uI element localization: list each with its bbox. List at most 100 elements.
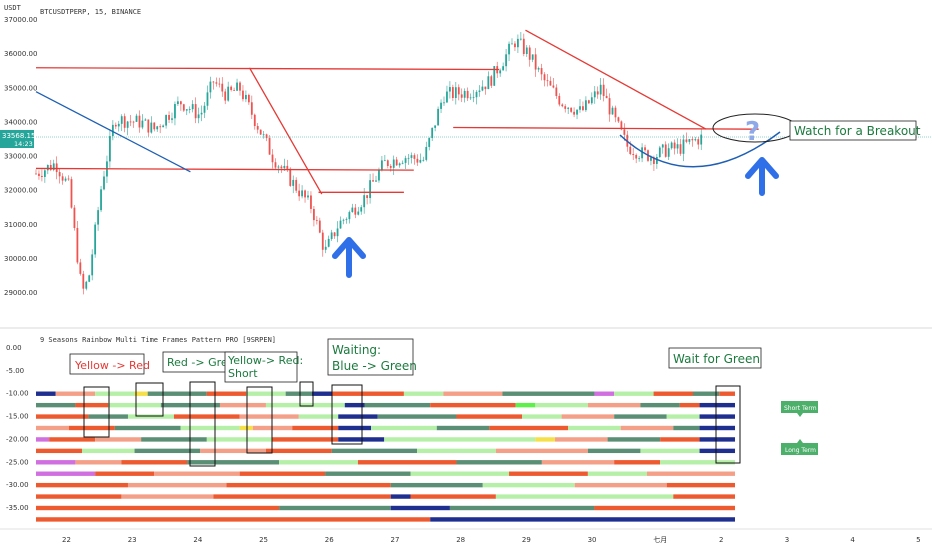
pattern-box bbox=[189, 381, 216, 467]
rainbow-segment bbox=[331, 448, 418, 454]
candle-body bbox=[247, 94, 250, 103]
rainbow-segment bbox=[384, 437, 536, 442]
candle-body bbox=[650, 157, 652, 161]
candle-body bbox=[268, 138, 271, 155]
candle-body bbox=[94, 224, 97, 255]
trendline bbox=[35, 67, 500, 71]
candle-body bbox=[493, 66, 496, 86]
candle-body bbox=[283, 165, 286, 169]
candle-body bbox=[144, 119, 147, 121]
rainbow-segment bbox=[36, 437, 50, 442]
candle-body bbox=[129, 121, 132, 123]
rainbow-segment bbox=[574, 482, 667, 488]
candle-body bbox=[366, 195, 369, 199]
candle-body bbox=[117, 123, 120, 127]
candle-body bbox=[602, 84, 605, 96]
candle-body bbox=[245, 94, 247, 100]
rainbow-segment bbox=[377, 414, 457, 419]
x-tick-label: 5 bbox=[916, 536, 920, 544]
candle-body bbox=[369, 180, 371, 199]
rainbow-segment bbox=[666, 482, 735, 488]
candle-body bbox=[679, 144, 682, 154]
candle-body bbox=[67, 178, 70, 180]
rainbow-segment bbox=[75, 460, 122, 465]
candle-body bbox=[188, 109, 191, 110]
candle-body bbox=[271, 154, 274, 163]
indicator-tick-label: -35.00 bbox=[6, 504, 29, 512]
candle-body bbox=[253, 114, 256, 127]
candle-body bbox=[454, 87, 457, 99]
candle-body bbox=[114, 124, 117, 127]
x-tick-label: 4 bbox=[850, 536, 855, 544]
candle-body bbox=[70, 179, 73, 208]
candle-body bbox=[635, 154, 638, 159]
rainbow-segment bbox=[36, 402, 76, 408]
rainbow-segment bbox=[594, 505, 735, 511]
breakout-callout-box bbox=[789, 120, 917, 141]
price-tick-label: 31000.00 bbox=[4, 221, 37, 229]
candle-body bbox=[422, 159, 425, 161]
candle-body bbox=[333, 232, 336, 237]
rainbow-segment bbox=[535, 437, 556, 442]
rainbow-segment bbox=[219, 402, 266, 408]
candle-body bbox=[259, 129, 262, 135]
candle-body bbox=[97, 210, 99, 225]
candle-body bbox=[230, 86, 233, 90]
candle-body bbox=[469, 97, 472, 99]
rainbow-segment bbox=[357, 460, 457, 465]
candle-body bbox=[697, 139, 700, 145]
candle-body bbox=[46, 165, 49, 171]
candle-body bbox=[653, 157, 655, 164]
candle-body bbox=[700, 134, 703, 145]
candle-body bbox=[579, 106, 581, 110]
candle-body bbox=[227, 86, 230, 101]
svg-text:Yellow-> Red:: Yellow-> Red: bbox=[227, 354, 303, 367]
rainbow-segment bbox=[666, 414, 700, 419]
candle-body bbox=[327, 238, 330, 247]
rainbow-segment bbox=[587, 471, 648, 476]
rainbow-segment bbox=[594, 391, 615, 396]
candle-body bbox=[590, 97, 593, 104]
rainbow-segment bbox=[36, 414, 89, 419]
candle-body bbox=[177, 101, 179, 105]
rainbow-segment bbox=[338, 437, 385, 442]
rainbow-segment bbox=[121, 494, 214, 499]
candle-body bbox=[351, 207, 354, 213]
trendline bbox=[525, 29, 707, 130]
svg-text:Red -> Green: Red -> Green bbox=[167, 356, 241, 369]
currency-label: USDT bbox=[4, 4, 22, 12]
candle-body bbox=[611, 107, 614, 115]
rainbow-segment bbox=[614, 460, 661, 465]
candle-body bbox=[428, 138, 431, 147]
candle-body bbox=[620, 121, 623, 130]
candle-body bbox=[457, 87, 460, 95]
rainbow-segment bbox=[640, 448, 700, 454]
candle-body bbox=[487, 76, 490, 90]
candle-body bbox=[76, 227, 79, 263]
rainbow-segment bbox=[134, 391, 148, 396]
candle-body bbox=[348, 212, 351, 220]
candle-body bbox=[431, 127, 434, 139]
long-term-tag: Long Term bbox=[781, 439, 818, 455]
annotation-wait-green: Wait for Green bbox=[668, 347, 762, 369]
candle-body bbox=[363, 195, 366, 208]
rainbow-segment bbox=[660, 460, 735, 465]
rainbow-segment bbox=[213, 494, 391, 499]
rainbow-segment bbox=[127, 414, 174, 419]
rainbow-segment bbox=[561, 414, 615, 419]
candle-body bbox=[289, 168, 292, 186]
candle-body bbox=[425, 146, 428, 160]
rainbow-segment bbox=[673, 494, 735, 499]
candle-body bbox=[573, 111, 575, 115]
rainbow-segment bbox=[699, 437, 735, 442]
candle-body bbox=[372, 180, 374, 182]
candle-body bbox=[61, 176, 64, 181]
rainbow-segment bbox=[36, 494, 122, 499]
rainbow-segment bbox=[607, 437, 661, 442]
candle-body bbox=[120, 116, 123, 124]
candle-body bbox=[301, 190, 303, 197]
rainbow-segment bbox=[410, 471, 510, 476]
up-arrow-icon bbox=[745, 157, 779, 196]
candle-body bbox=[534, 54, 537, 70]
candle-body bbox=[295, 179, 298, 191]
